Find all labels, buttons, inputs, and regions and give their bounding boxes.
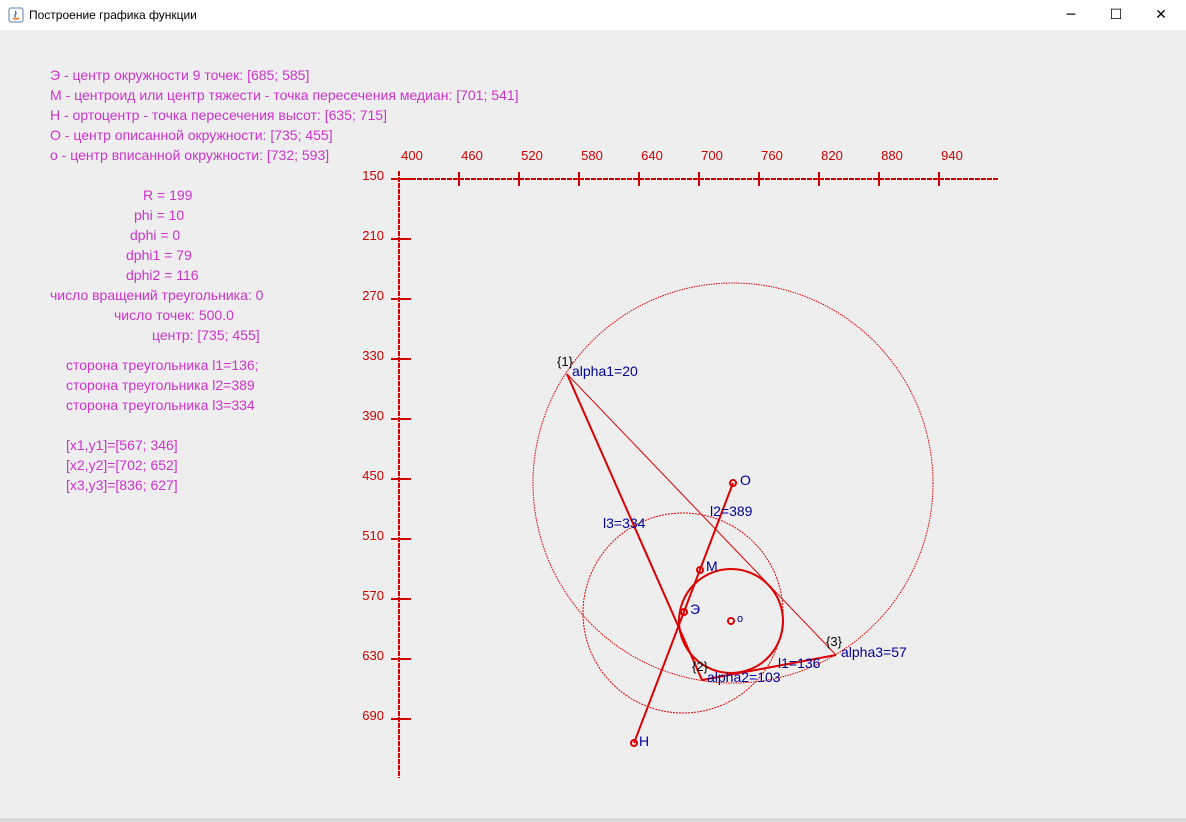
info-side-3: сторона треугольника l3=334: [66, 397, 255, 413]
info-point-2: [x2,y2]=[702; 652]: [66, 457, 178, 473]
minimize-icon: ─: [1066, 7, 1076, 23]
info-points: число точек: 500.0: [114, 307, 234, 323]
circumscribed-circle: [532, 282, 934, 684]
info-point-3: [x3,y3]=[836; 627]: [66, 477, 178, 493]
x-tick-label: 700: [701, 148, 723, 163]
info-side-2: сторона треугольника l2=389: [66, 377, 255, 393]
side-l3-label: l3=334: [603, 515, 646, 531]
maximize-icon: ☐: [1109, 7, 1123, 23]
info-rotations: число вращений треугольника: 0: [50, 287, 264, 303]
triangle-side-l2: [566, 373, 837, 656]
side-l2-label: l2=389: [710, 503, 753, 519]
java-app-icon: [8, 7, 24, 23]
info-dphi1: dphi1 = 79: [126, 247, 192, 263]
inscribed-circle: [678, 568, 784, 674]
y-tick-label: 690: [362, 708, 384, 723]
x-ticks: 400 460 520 580 640 700 760 820 880 940: [401, 148, 963, 186]
incenter-point: [727, 617, 735, 625]
incenter-label: o: [737, 613, 743, 625]
info-center: центр: [735; 455]: [152, 327, 260, 343]
y-tick-label: 570: [362, 588, 384, 603]
orthocenter-label: H: [639, 733, 649, 749]
info-radius: R = 199: [143, 187, 193, 203]
close-icon: ✕: [1155, 7, 1167, 23]
window-bottom-edge: [0, 818, 1186, 822]
x-tick-label: 820: [821, 148, 843, 163]
circumcenter-point: [729, 479, 737, 487]
triangle-side-l3: [566, 373, 703, 681]
info-dphi: dphi = 0: [130, 227, 181, 243]
x-tick-label: 880: [881, 148, 903, 163]
minimize-button[interactable]: ─: [1048, 0, 1094, 30]
x-tick-label: 400: [401, 148, 423, 163]
vertex-2-label: {2}: [692, 659, 709, 674]
y-tick-label: 330: [362, 348, 384, 363]
x-tick-label: 940: [941, 148, 963, 163]
info-dphi2: dphi2 = 116: [126, 267, 199, 283]
y-tick-label: 150: [362, 168, 384, 183]
y-tick-label: 270: [362, 288, 384, 303]
info-orthocenter: Н - ортоцентр - точка пересечения высот:…: [50, 107, 387, 123]
vertex-1-label: {1}: [557, 354, 574, 369]
close-button[interactable]: ✕: [1138, 0, 1184, 30]
y-tick-label: 450: [362, 468, 384, 483]
centroid-label: M: [706, 558, 718, 574]
orthocenter-point: [630, 739, 638, 747]
maximize-button[interactable]: ☐: [1093, 0, 1139, 30]
info-side-1: сторона треугольника l1=136;: [66, 357, 259, 373]
y-tick-label: 390: [362, 408, 384, 423]
info-nine-point-center: Э - центр окружности 9 точек: [685; 585]: [50, 67, 310, 83]
circumcenter-label: O: [740, 472, 751, 488]
x-tick-label: 580: [581, 148, 603, 163]
alpha1-label: alpha1=20: [572, 363, 638, 379]
title-bar: Построение графика функции ─ ☐ ✕: [0, 0, 1186, 30]
side-l1-label: l1=136: [778, 655, 821, 671]
y-tick-label: 210: [362, 228, 384, 243]
info-incenter: о - центр вписанной окружности: [732; 59…: [50, 147, 330, 163]
window-title: Построение графика функции: [29, 8, 197, 22]
info-circumcenter: О - центр описанной окружности: [735; 45…: [50, 127, 333, 143]
triangle-side-l1: [701, 654, 837, 681]
nine-point-center-point: [680, 608, 688, 616]
coordinate-axes: [393, 171, 998, 778]
info-point-1: [x1,y1]=[567; 346]: [66, 437, 178, 453]
info-phi: phi = 10: [134, 207, 185, 223]
centroid-point: [696, 566, 704, 574]
vertex-3-label: {3}: [826, 634, 843, 649]
x-tick-label: 520: [521, 148, 543, 163]
info-centroid: М - центроид или центр тяжести - точка п…: [50, 87, 519, 103]
y-tick-label: 510: [362, 528, 384, 543]
euler-line: [633, 482, 734, 744]
alpha3-label: alpha3=57: [841, 644, 907, 660]
x-tick-label: 640: [641, 148, 663, 163]
x-tick-label: 460: [461, 148, 483, 163]
x-tick-label: 760: [761, 148, 783, 163]
alpha2-label: alpha2=103: [707, 669, 781, 685]
y-tick-label: 630: [362, 648, 384, 663]
y-ticks: 150 210 270 330 390 450 510 570 630 690: [362, 168, 411, 723]
nine-point-center-label: Э: [690, 601, 700, 617]
